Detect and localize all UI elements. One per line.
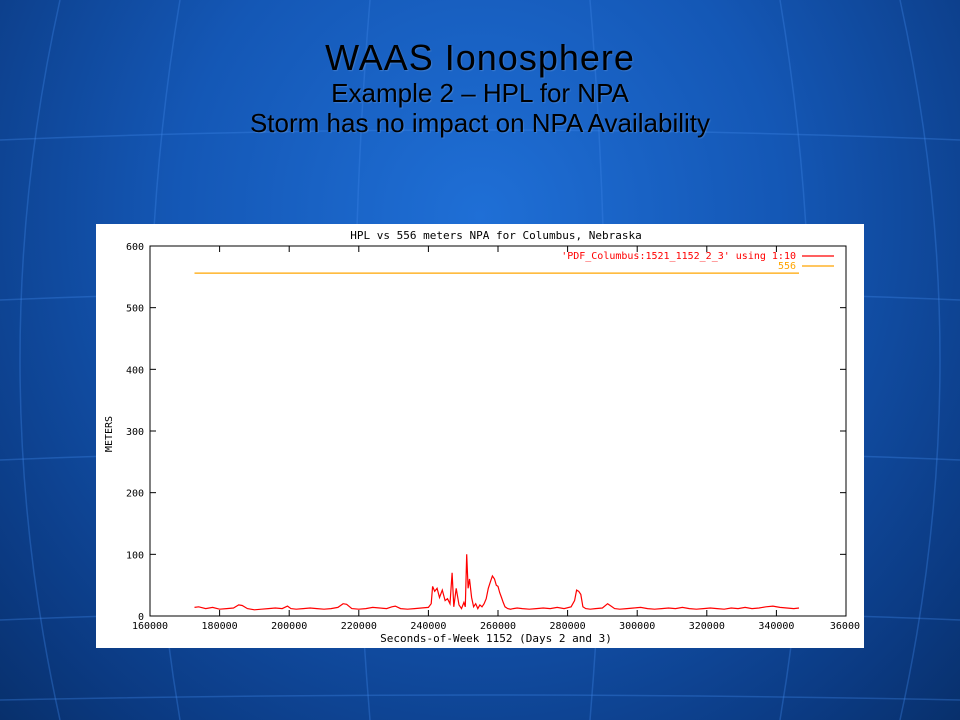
x-tick-label: 36000	[830, 621, 860, 632]
x-tick-label: 220000	[341, 621, 377, 632]
x-tick-label: 160000	[132, 621, 168, 632]
y-tick-label: 300	[126, 427, 144, 438]
y-tick-label: 400	[126, 365, 144, 376]
series-group	[194, 272, 800, 611]
x-ticks: 160000 180000 200000 220000 240000 260000 2800…	[132, 246, 860, 632]
y-tick-label: 200	[126, 489, 144, 500]
legend-entry-label: 556	[778, 261, 796, 272]
x-tick-label: 300000	[619, 621, 655, 632]
x-tick-label: 180000	[202, 621, 238, 632]
plot-frame	[149, 245, 847, 617]
slide-title: WAAS Ionosphere	[325, 37, 635, 78]
y-ticks: 0 100 200 300 400 500 600	[126, 242, 846, 623]
chart-title: HPL vs 556 meters NPA for Columbus, Nebr…	[350, 229, 641, 242]
slide-subtitle-2: Storm has no impact on NPA Availability	[249, 108, 711, 138]
slide-title-block: WAAS Ionosphere Example 2 – HPL for NPA …	[0, 37, 960, 139]
series-hpl-line	[194, 554, 800, 611]
y-tick-label: 0	[138, 612, 144, 623]
y-tick-label: 500	[126, 304, 144, 315]
y-axis-label: METERS	[104, 416, 115, 452]
y-tick-label: 100	[126, 550, 144, 561]
slide-subtitle-1: Example 2 – HPL for NPA	[331, 78, 629, 108]
y-tick-label: 600	[126, 242, 144, 253]
legend-entry-label: 'PDF_Columbus:1521_1152_2_3' using 1:10	[561, 251, 796, 262]
legend: 'PDF_Columbus:1521_1152_2_3' using 1:105…	[561, 251, 834, 272]
x-tick-label: 240000	[410, 621, 446, 632]
x-tick-label: 320000	[689, 621, 725, 632]
x-axis-label: Seconds-of-Week 1152 (Days 2 and 3)	[380, 632, 612, 645]
x-tick-label: 200000	[271, 621, 307, 632]
chart: HPL vs 556 meters NPA for Columbus, Nebr…	[104, 229, 860, 645]
x-tick-label: 280000	[550, 621, 586, 632]
chart-panel: HPL vs 556 meters NPA for Columbus, Nebr…	[96, 224, 864, 648]
x-tick-label: 260000	[480, 621, 516, 632]
x-tick-label: 340000	[758, 621, 794, 632]
